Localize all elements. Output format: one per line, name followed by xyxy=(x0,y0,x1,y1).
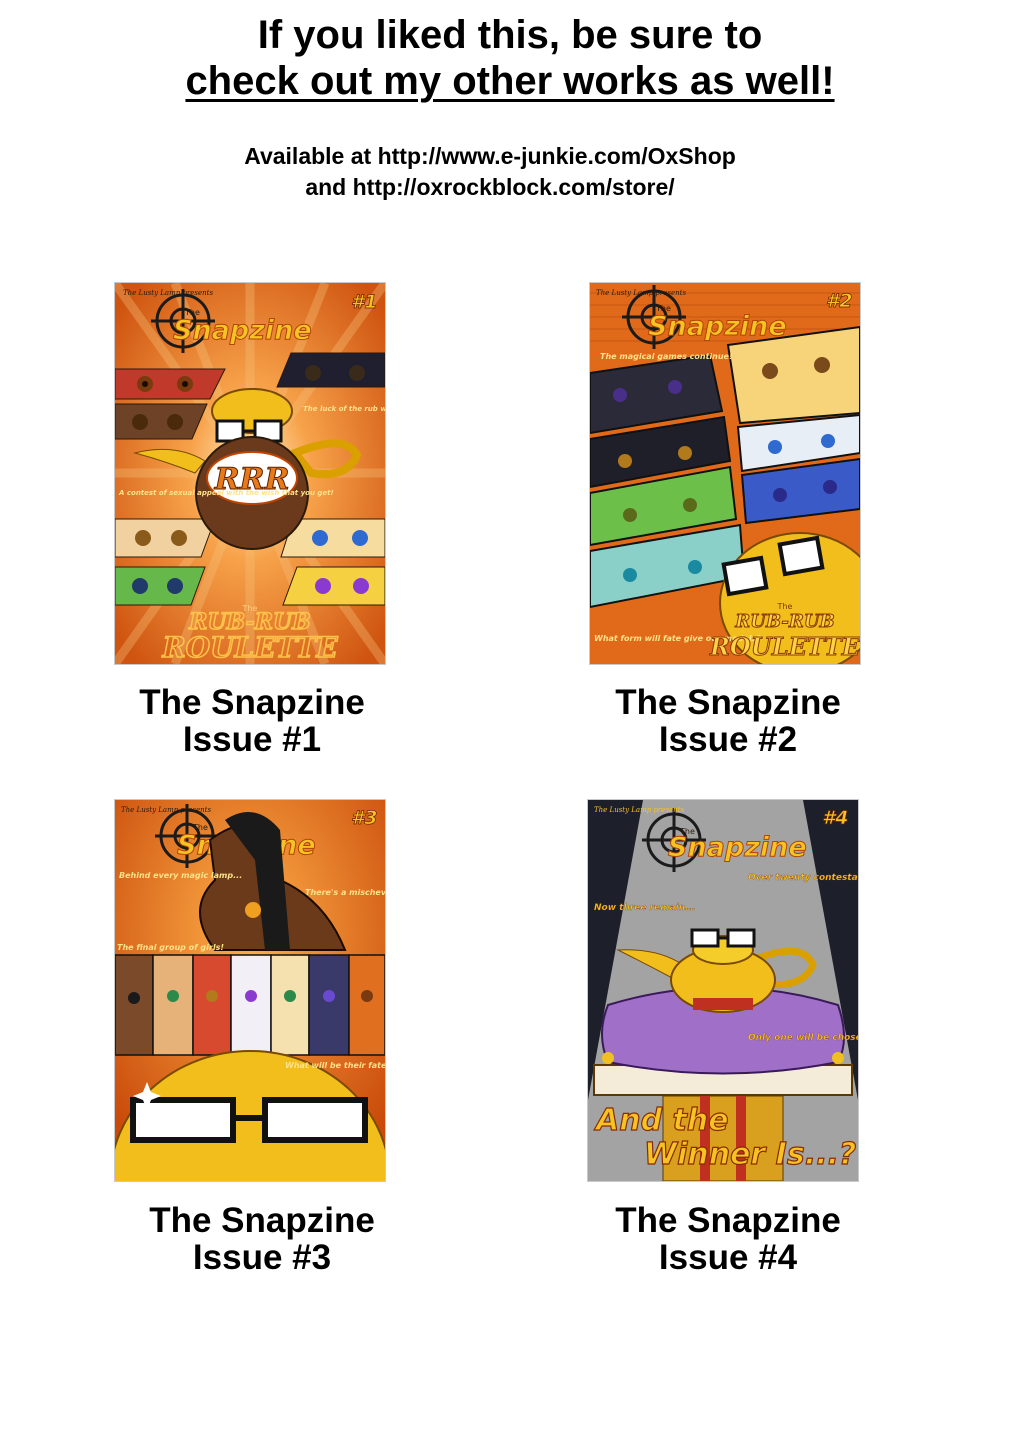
genie-figure xyxy=(199,812,347,951)
blurb-2: A contest of sexual appeal with the wish… xyxy=(118,489,334,497)
tagline-1: And the xyxy=(594,1103,729,1138)
series-line1: RUB-RUB xyxy=(734,611,835,632)
series-line1: RUB-RUB xyxy=(188,609,311,635)
promo-heading-line2: check out my other works as well! xyxy=(0,58,1020,104)
issue-mark: #2 xyxy=(826,290,852,312)
blurb-4: What will be their fate?! xyxy=(285,1061,385,1070)
lamp-illustration xyxy=(719,532,860,664)
cover-logo: Snapzine xyxy=(668,832,807,863)
blurb-1: Behind every magic lamp... xyxy=(119,871,242,880)
availability-line2: and http://oxrockblock.com/store/ xyxy=(305,174,675,200)
work-issue: Issue #3 xyxy=(192,1238,332,1277)
blurb-1: The luck of the rub will determine your … xyxy=(303,405,385,413)
issue-mark: #3 xyxy=(351,807,377,829)
work-title: The Snapzine xyxy=(615,1201,841,1240)
cover-logo: Snapzine xyxy=(648,311,787,342)
lamp-illustration xyxy=(616,928,817,1013)
logo-prefix: The xyxy=(184,308,200,317)
lamp-illustration xyxy=(115,1050,385,1181)
work-caption-3: The Snapzine Issue #3 xyxy=(97,1202,427,1276)
publisher-mark: The Lusty Lamp presents xyxy=(123,289,213,297)
work-caption-1: The Snapzine Issue #1 xyxy=(87,684,417,758)
issue-mark: #4 xyxy=(822,807,848,829)
cover-issue-3[interactable]: The Lusty Lamp presents The Snapzine #3 xyxy=(115,800,385,1181)
blurb-2: There's a mischevious genie. xyxy=(305,888,385,897)
cover-logo: Snapzine xyxy=(173,315,312,346)
crosshair-icon xyxy=(642,808,706,872)
publisher-mark: The Lusty Lamp presents xyxy=(121,806,211,814)
availability-line1: Available at http://www.e-junkie.com/OxS… xyxy=(244,143,736,169)
promo-heading-line1: If you liked this, be sure to xyxy=(257,13,763,57)
work-issue: Issue #4 xyxy=(658,1238,798,1277)
crosshair-icon xyxy=(622,285,686,349)
publisher-mark: The Lusty Lamp presents xyxy=(596,289,686,297)
work-issue: Issue #1 xyxy=(182,720,322,759)
series-small: The xyxy=(242,604,258,613)
issue-mark: #1 xyxy=(351,291,377,313)
crosshair-icon xyxy=(151,289,215,353)
series-line2: ROULETTE xyxy=(161,631,338,664)
blurb-1: Over twenty contestants... xyxy=(748,873,858,883)
blurb-2: What form will fate give our models? xyxy=(594,634,761,643)
eye-panels xyxy=(590,325,860,609)
logo-prefix: The xyxy=(192,823,208,832)
eye-strip xyxy=(115,954,385,1056)
lamp-illustration: RRR xyxy=(134,388,362,550)
work-title: The Snapzine xyxy=(149,1201,375,1240)
cover-issue-4[interactable]: The Lusty Lamp presents The Snapzine #4 … xyxy=(588,800,858,1181)
series-small: The xyxy=(777,602,793,611)
logo-prefix: The xyxy=(655,304,671,313)
cover-issue-2[interactable]: The Lusty Lamp presents The Snapzine #2 … xyxy=(590,283,860,664)
blurb-3: The final group of girls! xyxy=(117,943,224,952)
crosshair-icon xyxy=(155,804,219,868)
promo-heading-underlined: check out my other works as well! xyxy=(185,59,835,103)
work-issue: Issue #2 xyxy=(658,720,798,759)
cover-issue-1[interactable]: The Lusty Lamp presents The Snapzine #1 xyxy=(115,283,385,664)
work-caption-4: The Snapzine Issue #4 xyxy=(563,1202,893,1276)
eye-strips xyxy=(115,352,385,606)
work-title: The Snapzine xyxy=(615,683,841,722)
blurb-2: Now three remain... xyxy=(594,903,695,913)
blurb-3: Only one will be chosen... xyxy=(748,1033,858,1043)
logo-prefix: The xyxy=(679,827,695,836)
blurb-1: The magical games continue! xyxy=(600,352,733,361)
publisher-mark: The Lusty Lamp presents xyxy=(594,806,684,814)
work-caption-2: The Snapzine Issue #2 xyxy=(563,684,893,758)
work-title: The Snapzine xyxy=(139,683,365,722)
tagline-2: Winner Is...? xyxy=(644,1137,856,1172)
series-line2: ROULETTE xyxy=(709,632,860,661)
rrr-emblem: RRR xyxy=(214,462,290,497)
